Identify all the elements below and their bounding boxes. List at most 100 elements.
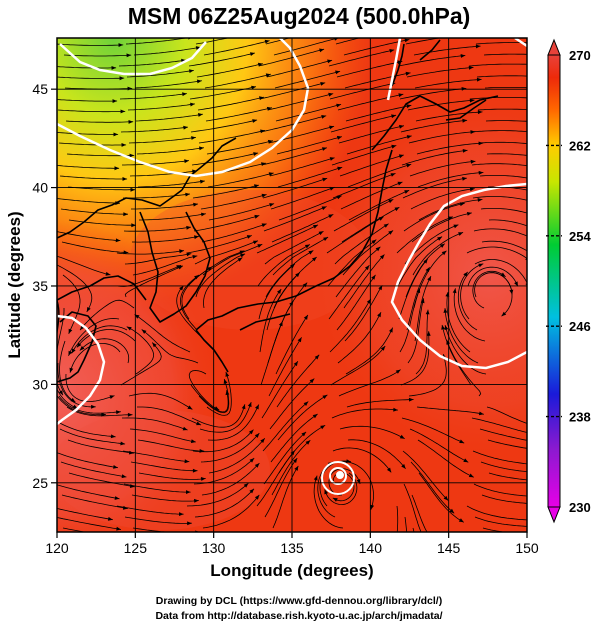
stream-arrowhead xyxy=(469,187,475,192)
streamline xyxy=(479,428,527,441)
stream-arrowhead xyxy=(292,458,298,463)
streamline xyxy=(478,141,527,144)
colorbar-min-arrow xyxy=(547,506,561,524)
streamline xyxy=(397,236,443,287)
stream-arrowhead xyxy=(323,237,329,241)
streamline xyxy=(135,113,203,122)
stream-arrowhead xyxy=(190,439,196,444)
streamline xyxy=(204,73,271,89)
stream-arrowhead xyxy=(322,177,328,182)
streamline xyxy=(57,420,116,438)
streamline xyxy=(343,254,385,309)
stream-arrowhead xyxy=(247,402,252,408)
stream-arrowhead xyxy=(68,350,73,356)
streamline xyxy=(120,342,162,386)
stream-arrowhead xyxy=(248,429,254,435)
streamline xyxy=(79,338,130,364)
colorbar-tick-label: 254 xyxy=(569,229,591,244)
y-axis-label: Latitude (degrees) xyxy=(5,211,24,358)
streamline xyxy=(334,223,389,265)
stream-arrowhead xyxy=(243,483,249,488)
streamline xyxy=(418,472,465,523)
stream-arrowhead xyxy=(320,425,326,430)
stream-arrowhead xyxy=(458,232,464,236)
streamline xyxy=(65,373,115,402)
stream-arrowhead xyxy=(196,421,202,426)
streamline xyxy=(415,309,429,375)
streamline xyxy=(124,253,192,265)
stream-arrowhead xyxy=(184,459,190,464)
y-axis-ticks: 25 30 35 40 45 xyxy=(32,81,57,491)
streamline xyxy=(265,38,291,45)
stream-arrowhead xyxy=(252,119,258,123)
streamline xyxy=(63,54,132,57)
streamline xyxy=(277,394,328,441)
stream-arrowhead xyxy=(532,432,537,436)
streamline xyxy=(409,428,469,463)
streamline xyxy=(179,274,200,331)
stream-arrowhead xyxy=(459,439,465,444)
stream-arrowhead xyxy=(466,212,472,216)
streamline xyxy=(275,104,342,122)
stream-arrowhead xyxy=(251,85,256,90)
stream-arrowhead xyxy=(462,176,467,181)
stream-arrowhead xyxy=(225,390,230,396)
streamline xyxy=(190,384,229,413)
streamline xyxy=(186,482,249,507)
stream-arrowhead xyxy=(293,361,298,367)
streamline xyxy=(346,399,414,408)
stream-arrowhead xyxy=(199,146,204,151)
streamline xyxy=(190,119,258,133)
stream-arrowhead xyxy=(72,404,78,409)
stream-arrowhead xyxy=(535,495,540,499)
streamline xyxy=(207,172,274,188)
stream-arrowhead xyxy=(123,212,128,217)
streamline xyxy=(481,240,527,252)
streamline xyxy=(57,362,96,408)
stream-arrowhead xyxy=(428,570,433,574)
streamline xyxy=(256,224,319,254)
stream-arrowhead xyxy=(462,118,468,123)
stream-arrowhead xyxy=(191,136,196,140)
stream-arrowhead xyxy=(468,65,474,70)
stream-arrowhead xyxy=(268,172,274,176)
streamlines xyxy=(57,38,527,532)
streamline xyxy=(479,175,527,179)
streamline xyxy=(272,465,299,529)
streamline xyxy=(57,517,122,530)
stream-arrowhead xyxy=(114,496,120,500)
stream-arrowhead xyxy=(313,475,318,481)
stream-arrowhead xyxy=(91,404,96,409)
streamline xyxy=(329,298,372,353)
stream-arrowhead xyxy=(324,489,329,495)
streamline xyxy=(468,63,527,67)
stream-arrowhead xyxy=(437,236,443,241)
stream-arrowhead xyxy=(107,516,113,521)
streamline xyxy=(197,96,264,111)
stream-arrowhead xyxy=(404,190,410,194)
streamline xyxy=(414,79,482,89)
streamline xyxy=(329,82,396,100)
stream-arrowhead xyxy=(200,179,205,184)
streamline xyxy=(406,266,430,331)
streamline xyxy=(188,370,220,411)
stream-arrowhead xyxy=(302,282,308,288)
streamline xyxy=(396,505,399,532)
streamline xyxy=(262,177,328,199)
stream-arrowhead xyxy=(239,250,245,255)
stream-arrowhead xyxy=(531,63,536,67)
stream-arrowhead xyxy=(312,257,317,262)
stream-arrowhead xyxy=(118,43,124,47)
streamline xyxy=(196,63,263,78)
streamline xyxy=(466,505,527,521)
streamline xyxy=(418,199,483,221)
streamline xyxy=(400,119,468,133)
streamline xyxy=(127,103,195,111)
stream-arrowhead xyxy=(420,298,425,304)
stream-arrowhead xyxy=(427,276,431,282)
streamline xyxy=(485,120,527,122)
stream-arrowhead xyxy=(395,369,401,374)
stream-arrowhead xyxy=(257,244,263,248)
streamline xyxy=(403,483,422,532)
stream-arrowhead xyxy=(540,109,545,113)
